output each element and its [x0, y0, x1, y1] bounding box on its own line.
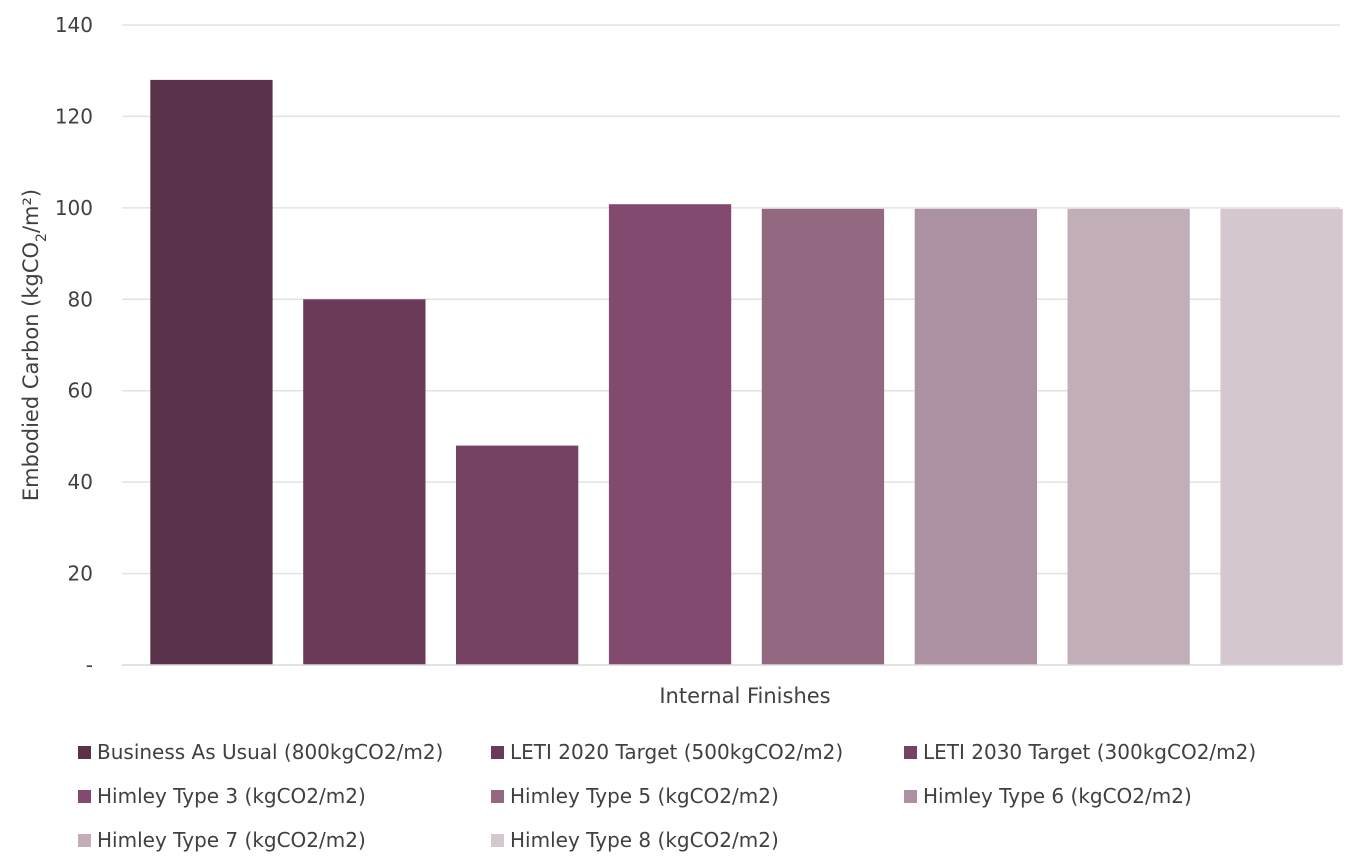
- legend-item: Himley Type 7 (kgCO2/m2): [78, 828, 491, 852]
- legend-item: Himley Type 8 (kgCO2/m2): [491, 828, 904, 852]
- bar-8: [1220, 208, 1343, 666]
- legend-item: Himley Type 6 (kgCO2/m2): [904, 784, 1317, 808]
- legend-swatch: [491, 745, 504, 759]
- legend-item: Business As Usual (800kgCO2/m2): [78, 740, 491, 764]
- y-axis-title: Embodied Carbon (kgCO2/m²): [19, 189, 50, 501]
- legend-swatch: [78, 745, 91, 759]
- legend-item: LETI 2030 Target (300kgCO2/m2): [904, 740, 1317, 764]
- legend-row: Himley Type 7 (kgCO2/m2) Himley Type 8 (k…: [78, 818, 1338, 862]
- legend-swatch: [78, 789, 91, 803]
- legend-label: Business As Usual (800kgCO2/m2): [97, 740, 444, 764]
- legend-item: Himley Type 3 (kgCO2/m2): [78, 784, 491, 808]
- y-axis-ticks: - 20 40 60 80 100 120 140: [55, 13, 93, 677]
- legend-swatch: [78, 833, 91, 847]
- legend-row: Himley Type 3 (kgCO2/m2) Himley Type 5 (k…: [78, 774, 1338, 818]
- legend-label: Himley Type 5 (kgCO2/m2): [510, 784, 779, 808]
- bars: [150, 79, 1343, 666]
- bar-chart: - 20 40 60 80 100 120 140 Embodied Carbon (kgCO…: [19, 13, 1343, 708]
- x-axis-title: Internal Finishes: [659, 684, 830, 708]
- bar-1: [150, 79, 273, 665]
- legend-label: Himley Type 8 (kgCO2/m2): [510, 828, 779, 852]
- bar-7: [1067, 208, 1190, 666]
- bar-2: [303, 299, 426, 665]
- y-tick-label: 100: [55, 196, 93, 220]
- y-tick-label: 120: [55, 104, 93, 128]
- legend-label: Himley Type 7 (kgCO2/m2): [97, 828, 366, 852]
- bar-4: [608, 204, 732, 665]
- legend-item: LETI 2020 Target (500kgCO2/m2): [491, 740, 904, 764]
- y-tick-label: 80: [68, 287, 93, 311]
- legend-swatch: [904, 745, 917, 759]
- y-tick-label: -: [86, 653, 93, 677]
- legend-swatch: [491, 789, 504, 803]
- y-tick-label: 140: [55, 13, 93, 37]
- y-tick-label: 60: [68, 379, 93, 403]
- y-tick-label: 40: [68, 470, 93, 494]
- bar-3: [456, 445, 579, 665]
- legend-item: Himley Type 5 (kgCO2/m2): [491, 784, 904, 808]
- legend-swatch: [904, 789, 917, 803]
- legend-row: Business As Usual (800kgCO2/m2) LETI 2020…: [78, 730, 1338, 774]
- legend: Business As Usual (800kgCO2/m2) LETI 2020…: [78, 730, 1338, 862]
- legend-label: LETI 2020 Target (500kgCO2/m2): [510, 740, 844, 764]
- legend-swatch: [491, 833, 504, 847]
- y-tick-label: 20: [68, 562, 93, 586]
- bar-5: [761, 208, 885, 666]
- legend-label: LETI 2030 Target (300kgCO2/m2): [923, 740, 1257, 764]
- legend-label: Himley Type 6 (kgCO2/m2): [923, 784, 1192, 808]
- bar-6: [914, 208, 1037, 666]
- legend-label: Himley Type 3 (kgCO2/m2): [97, 784, 366, 808]
